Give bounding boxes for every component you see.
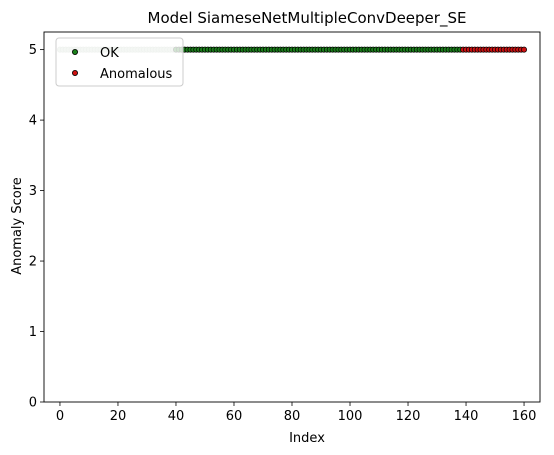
legend-label-ok: OK [100,46,119,61]
legend-box [55,37,184,87]
chart-title: Model SiameseNetMultipleConvDeeper_SE [148,9,467,28]
legend-marker-anomalous [72,70,79,77]
axes-frame [43,31,541,403]
x-tick-label: 80 [284,409,301,424]
x-tick-label: 20 [110,409,127,424]
y-tick-label: 5 [29,43,37,58]
x-tick-label: 120 [396,409,421,424]
x-axis-label: Index [289,431,325,446]
y-tick-label: 3 [29,184,37,199]
y-axis-label: Anomaly Score [10,177,25,275]
x-tick-label: 40 [168,409,185,424]
y-tick-label: 4 [29,114,37,129]
x-tick-label: 160 [512,409,537,424]
x-tick-label: 60 [226,409,243,424]
y-tick-label: 0 [29,396,37,411]
x-tick-label: 0 [56,409,64,424]
data-point-anomalous [521,46,527,53]
legend-label-anomalous: Anomalous [100,67,173,82]
x-tick-label: 140 [454,409,479,424]
legend: OK Anomalous [55,37,184,87]
x-tick-label: 100 [338,409,363,424]
legend-marker-ok [72,49,79,56]
y-tick-label: 2 [29,255,37,270]
y-tick-label: 1 [29,325,37,340]
